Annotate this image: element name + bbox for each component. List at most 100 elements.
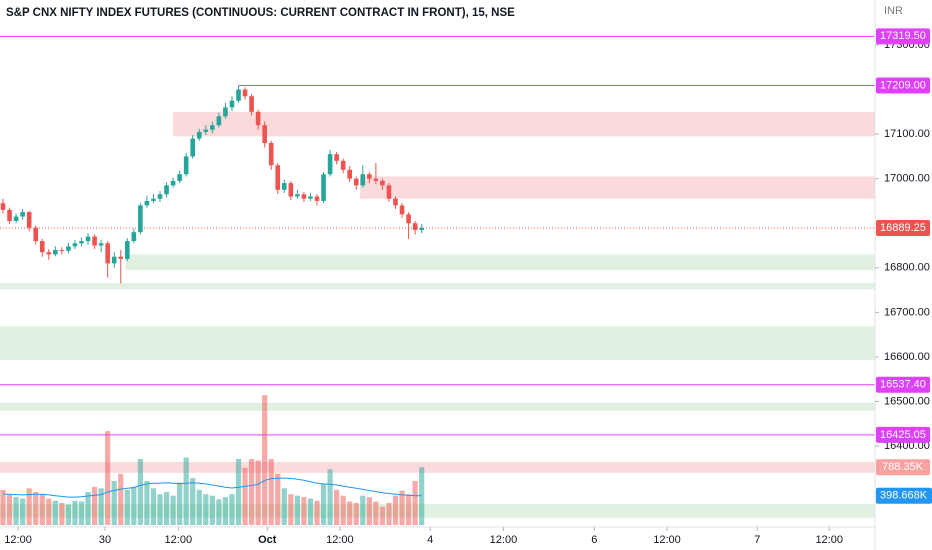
zone [0, 282, 875, 290]
volume-bar [229, 494, 235, 525]
candle-body [79, 241, 84, 244]
zone [360, 176, 875, 199]
volume-bar [379, 506, 386, 525]
volume-bar [340, 495, 346, 525]
candle-body [268, 143, 274, 166]
volume-bar [26, 488, 32, 525]
candle-body [0, 203, 6, 210]
volume-bar [334, 489, 340, 525]
volume-bar [91, 486, 98, 525]
volume-bar [131, 486, 137, 525]
candle-body [360, 174, 366, 186]
x-tick-label: 4 [427, 534, 433, 546]
volume-bar [255, 460, 261, 525]
volume-bar [360, 495, 366, 525]
volume-bar [150, 488, 157, 525]
x-tick-label: 7 [754, 534, 760, 546]
volume-bar [281, 488, 287, 525]
volume-bar [105, 431, 111, 525]
candle-body [26, 212, 32, 228]
volume-bar [275, 473, 281, 525]
volume-bar [373, 501, 379, 525]
candle-body [111, 256, 117, 264]
candle-body [66, 246, 71, 251]
x-tick-label: 12:00 [165, 534, 193, 546]
level-label-box [876, 426, 930, 443]
x-tick-label: 12:00 [4, 534, 32, 546]
zone [0, 326, 875, 361]
candle-body [203, 129, 209, 132]
volume-ma [3, 477, 422, 498]
candle-body [196, 131, 202, 139]
volume-label-box [876, 459, 930, 476]
candle-body [39, 241, 45, 253]
volume-bar [248, 459, 255, 525]
volume-bar [137, 459, 143, 525]
volume-bar [163, 492, 170, 525]
volume-bar [65, 504, 72, 525]
candle-body [281, 183, 287, 190]
candle-body [380, 180, 385, 186]
volume-pane [0, 395, 425, 525]
y-tick-label: 16600.00 [884, 351, 930, 363]
candle-body [347, 169, 353, 179]
candle-body [373, 178, 379, 181]
candle-body [216, 116, 222, 126]
x-tick-label: Oct [258, 534, 277, 546]
volume-bar [170, 495, 176, 525]
volume-bar [392, 495, 399, 525]
candle-body [288, 183, 294, 197]
candle-body [157, 194, 163, 199]
volume-bar [196, 489, 202, 525]
candle-body [138, 205, 143, 233]
volume-bar [118, 473, 124, 525]
y-tick-label: 17100.00 [884, 128, 930, 140]
volume-bar [39, 494, 45, 525]
volume-bar [59, 503, 65, 525]
candle-body [353, 178, 359, 186]
volume-bar [13, 497, 19, 525]
level-label: 17319.50 [880, 30, 926, 42]
candle-body [98, 243, 104, 246]
zone [125, 254, 875, 271]
volume-bar [124, 489, 130, 525]
volume-bar [0, 489, 6, 525]
volume-bar [314, 500, 320, 525]
volume-bar [111, 481, 117, 525]
zone [173, 111, 876, 137]
currency: INR [884, 5, 903, 17]
volume-bar [353, 503, 359, 525]
x-tick-label: 12:00 [326, 534, 354, 546]
volume-bar [222, 497, 229, 525]
candle-body [399, 205, 405, 215]
candle-body [53, 249, 58, 255]
volume-bar [320, 483, 327, 525]
candle-body [20, 212, 25, 217]
candle-body [118, 256, 124, 259]
candle-body [210, 125, 215, 130]
volume-bar [203, 494, 209, 525]
candle-body [236, 89, 241, 101]
zone [0, 402, 875, 411]
volume-bar [262, 395, 268, 525]
candle-body [92, 236, 97, 246]
candle-body [340, 160, 346, 170]
candle-body [183, 156, 189, 175]
volume-bar [190, 478, 196, 525]
candle-body [164, 185, 169, 195]
candle-body [334, 154, 339, 161]
candle-body [229, 100, 235, 108]
candle-body [124, 241, 130, 259]
volume-bar [386, 503, 392, 525]
y-tick-label: 17000.00 [884, 173, 930, 185]
volume-bar [78, 501, 85, 525]
level-label: 17209.00 [880, 79, 926, 91]
candle-body [314, 196, 320, 201]
candle-body [85, 236, 91, 242]
volume-label: 788.35K [882, 461, 924, 473]
volume-bar [242, 467, 248, 525]
y-tick-label: 16400.00 [884, 440, 930, 452]
candle-body [46, 252, 52, 255]
volume-bar [85, 492, 91, 525]
